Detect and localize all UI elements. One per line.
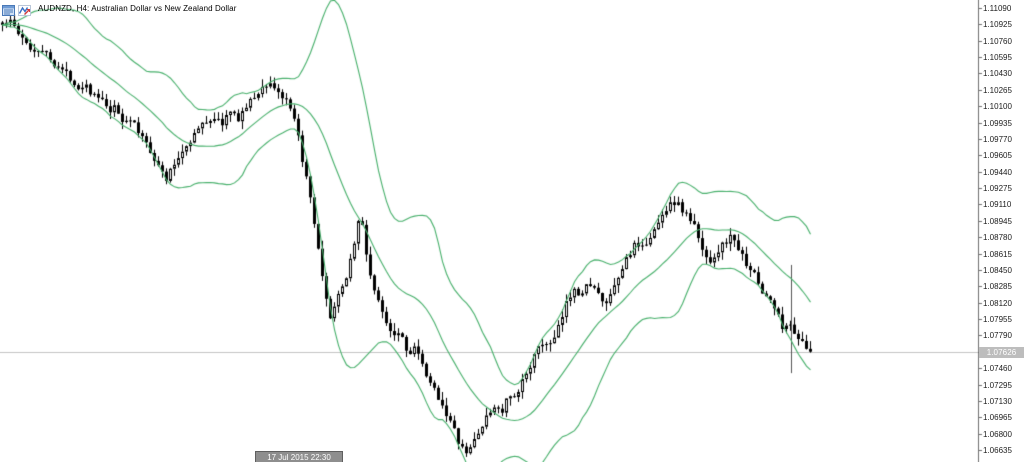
price-axis-tick-label: 1.07130: [983, 397, 1012, 406]
price-axis-tick-label: 1.08615: [983, 250, 1012, 259]
price-axis-tick-label: 1.10265: [983, 86, 1012, 95]
price-axis-tick-label: 1.09110: [983, 200, 1012, 209]
price-axis-tick-label: 1.11090: [983, 4, 1012, 13]
price-axis-tick-label: 1.07790: [983, 331, 1012, 340]
price-axis-tick-label: 1.08285: [983, 282, 1012, 291]
price-axis-tick-label: 1.10760: [983, 37, 1012, 46]
price-axis-tick-label: 1.06965: [983, 413, 1012, 422]
price-axis-tick-label: 1.09770: [983, 135, 1012, 144]
price-axis-tick-label: 1.09275: [983, 184, 1012, 193]
price-axis-tick-label: 1.06800: [983, 430, 1012, 439]
price-axis-tick-label: 1.07295: [983, 381, 1012, 390]
indicator-list-icon[interactable]: [2, 3, 15, 16]
price-axis-tick-label: 1.09440: [983, 168, 1012, 177]
price-axis-tick-label: 1.10595: [983, 53, 1012, 62]
price-axis-tick-label: 1.06635: [983, 446, 1012, 455]
price-axis-tick-label: 1.07460: [983, 364, 1012, 373]
price-axis-tick-label: 1.08945: [983, 217, 1012, 226]
price-axis-tick-label: 1.10100: [983, 102, 1012, 111]
price-axis-tick-label: 1.07955: [983, 315, 1012, 324]
market-watch-icon[interactable]: [18, 3, 31, 16]
price-axis-tick-label: 1.08450: [983, 266, 1012, 275]
price-axis-tick-label: 1.09935: [983, 119, 1012, 128]
price-axis-tick-label: 1.10925: [983, 20, 1012, 29]
current-price-tag: 1.07626: [979, 347, 1024, 358]
price-axis-tick-label: 1.08120: [983, 299, 1012, 308]
price-axis-tick-label: 1.10430: [983, 69, 1012, 78]
price-axis-tick-label: 1.09605: [983, 151, 1012, 160]
time-axis-date-box: 17 Jul 2015 22:30: [255, 451, 343, 462]
price-axis-tick-label: 1.08780: [983, 233, 1012, 242]
